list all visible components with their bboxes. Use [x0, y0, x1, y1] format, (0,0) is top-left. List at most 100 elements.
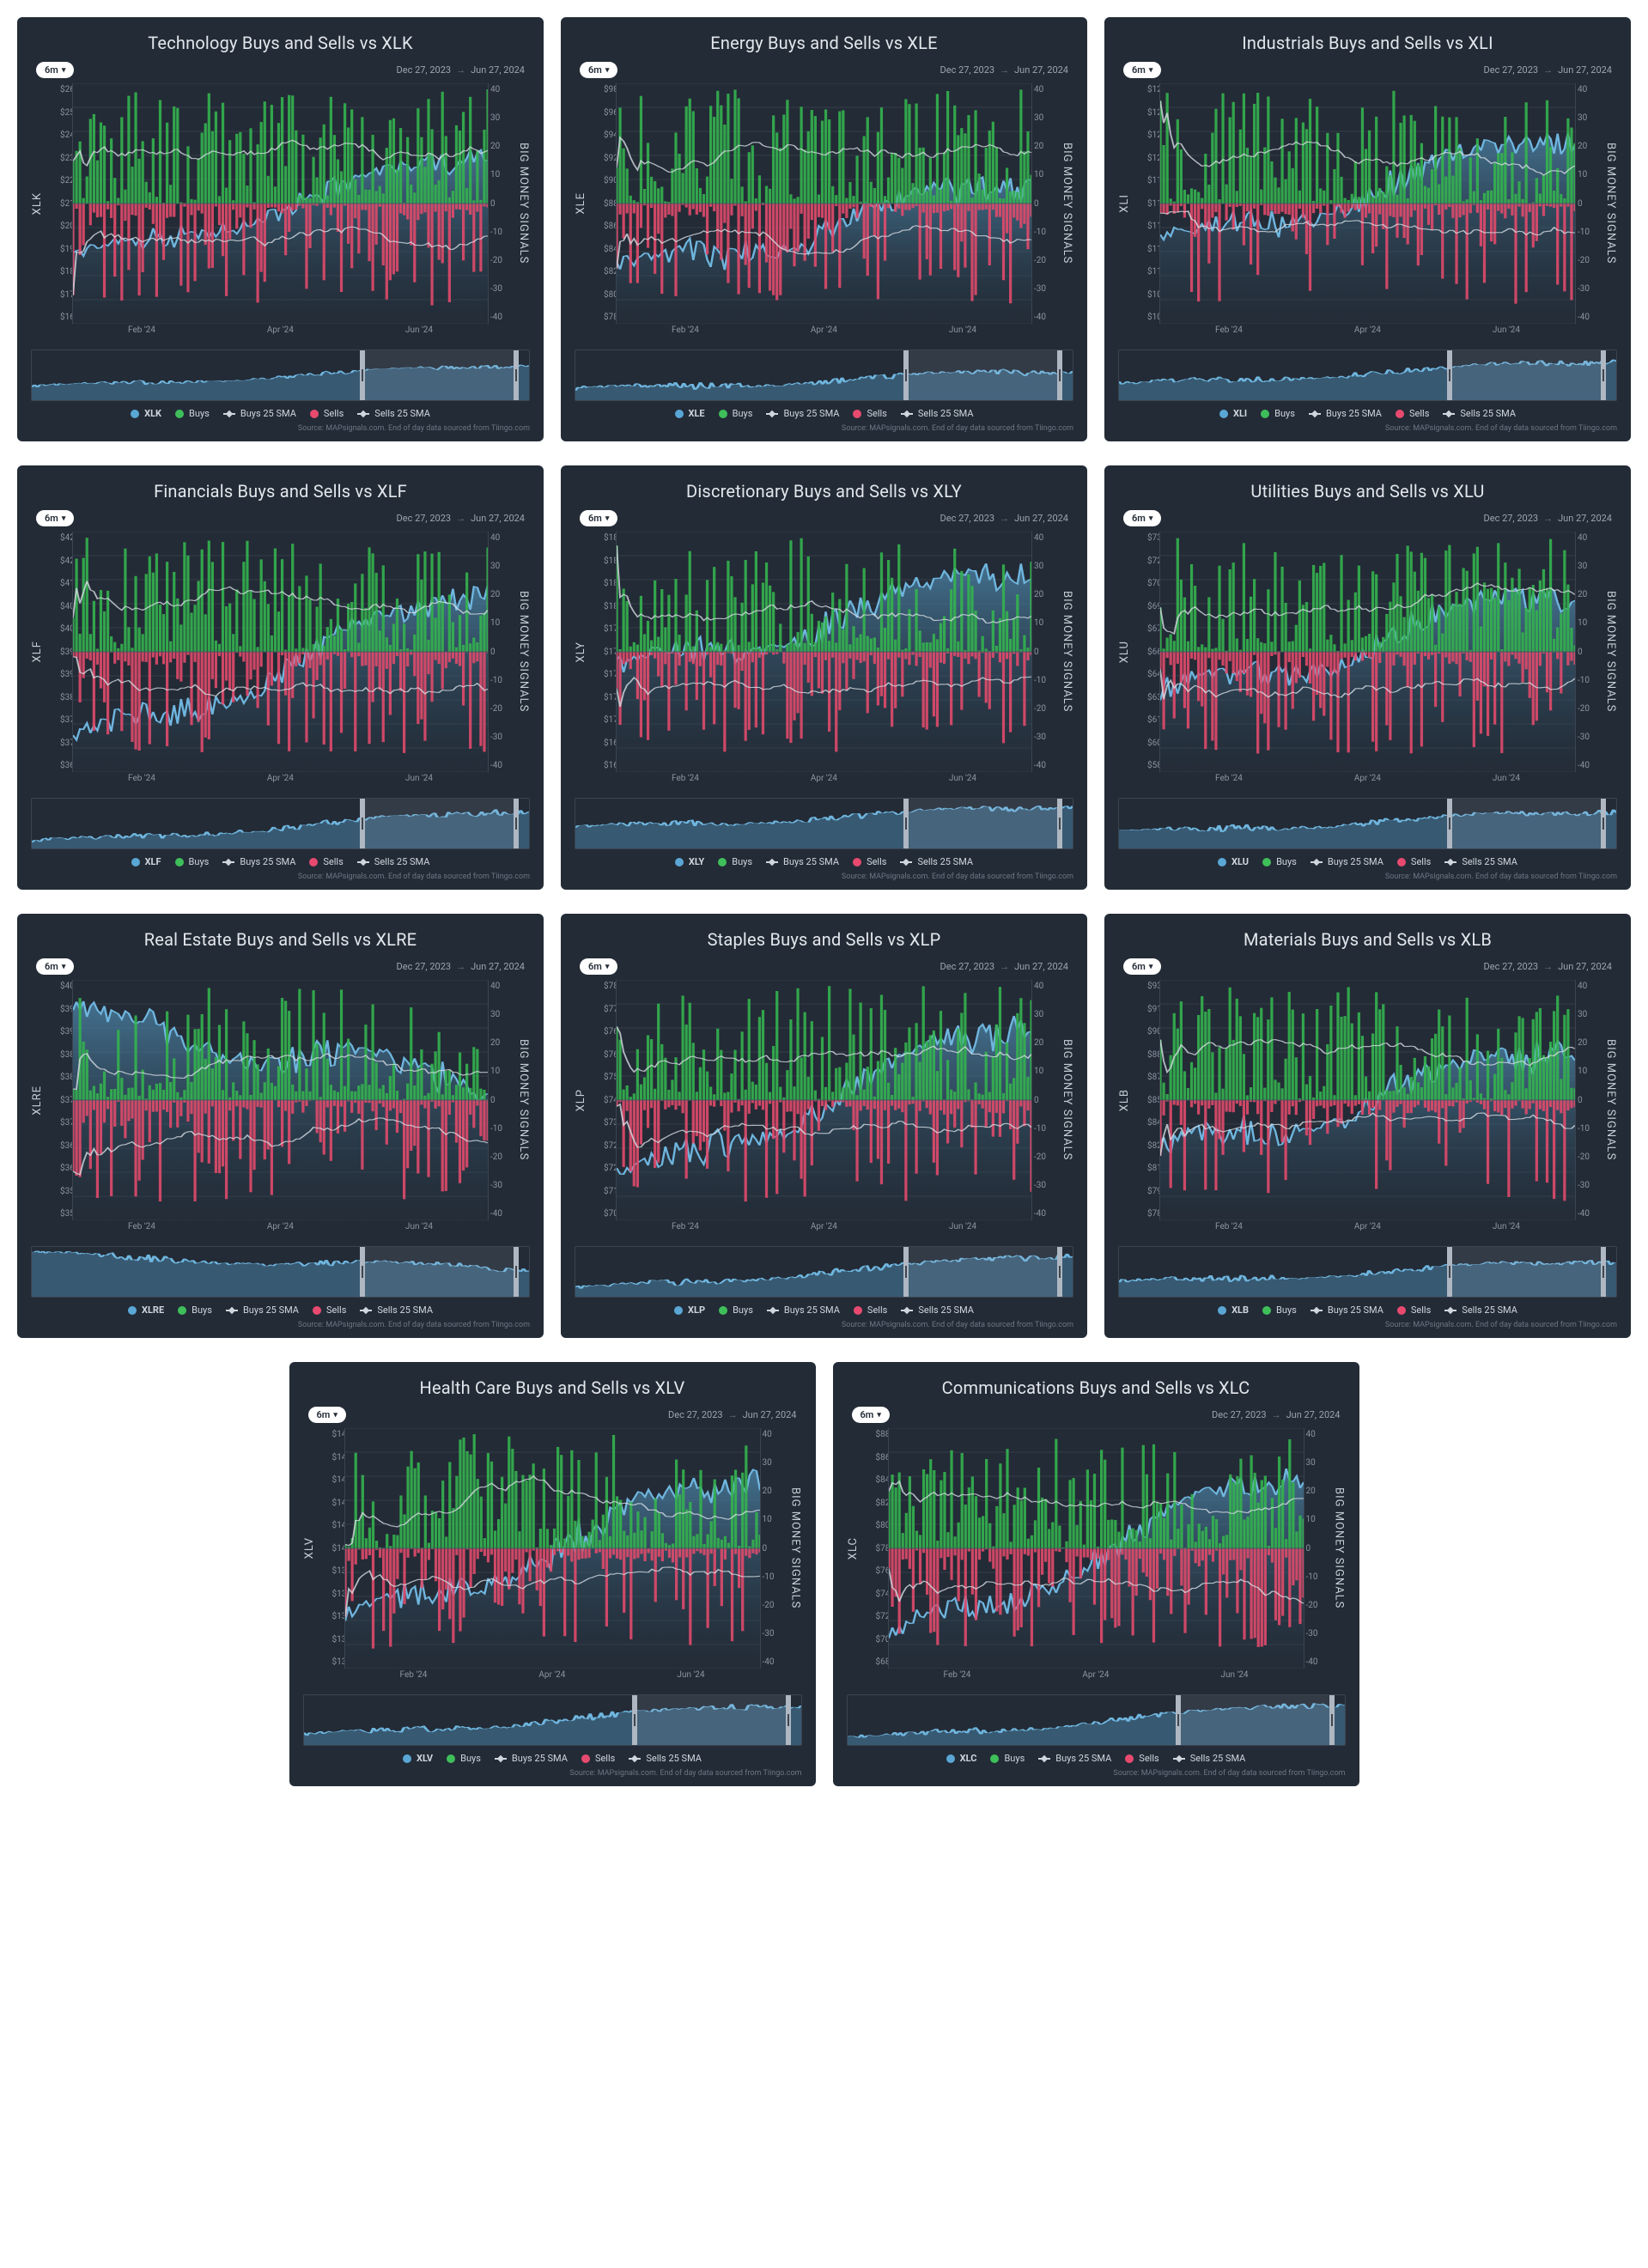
plot-area[interactable] [344, 1428, 761, 1669]
ytick-left: $58.5 [1147, 761, 1159, 770]
brush-navigator[interactable] [31, 798, 530, 849]
legend-etf: XLP [688, 1304, 705, 1316]
ytick-left: $67.5 [1147, 624, 1159, 634]
date-from: Dec 27, 2023 [940, 513, 995, 524]
brush-navigator[interactable] [1118, 1246, 1617, 1298]
ytick-left: $184 [604, 556, 616, 566]
legend-sells-sma: Sells 25 SMA [374, 856, 430, 867]
period-pill[interactable]: 6m [580, 510, 617, 526]
period-pill[interactable]: 6m [580, 958, 617, 975]
ytick-left: $41 [60, 579, 72, 588]
ytick-left: $70.5 [1147, 579, 1159, 588]
legend-sells-sma: Sells 25 SMA [377, 1304, 433, 1316]
brush-navigator[interactable] [1118, 350, 1617, 401]
legend: XLC Buys Buys 25 SMA Sells Sells 25 SMA [847, 1753, 1346, 1764]
period-pill[interactable]: 6m [1123, 958, 1161, 975]
ytick-right: -20 [1304, 1601, 1317, 1610]
right-axis-label: BIG MONEY SIGNALS [1588, 143, 1617, 264]
ytick-left: $88 [604, 199, 616, 209]
plot-area[interactable] [616, 83, 1032, 324]
brush-navigator[interactable] [303, 1694, 802, 1746]
ytick-left: $230 [60, 154, 72, 163]
plot-area[interactable] [1159, 532, 1576, 772]
ytick-left: $82 [604, 267, 616, 277]
period-pill[interactable]: 6m [36, 958, 74, 975]
plot-area[interactable] [1159, 83, 1576, 324]
ytick-right: -10 [1576, 1124, 1588, 1134]
chart-card-xlv: Health Care Buys and Sells vs XLV 6m Dec… [289, 1362, 816, 1786]
ytick-left: $182 [604, 579, 616, 588]
ytick-left: $139.5 [332, 1566, 344, 1576]
plot-area[interactable] [72, 83, 489, 324]
date-range: Dec 27, 2023 → Jun 27, 2024 [940, 64, 1068, 76]
date-range: Dec 27, 2023 → Jun 27, 2024 [668, 1409, 796, 1420]
period-pill[interactable]: 6m [1123, 510, 1161, 526]
legend-etf: XLV [417, 1753, 433, 1764]
ytick-left: $240 [60, 131, 72, 140]
ytick-left: $82.5 [1147, 1141, 1159, 1151]
xtick: Jun '24 [949, 325, 976, 341]
ytick-left: $180 [60, 267, 72, 277]
right-axis-ticks: 403020100-10-20-30-40 [1576, 532, 1588, 772]
x-axis-ticks: Feb '24Apr '24Jun '24 [344, 1669, 761, 1686]
ytick-right: 20 [1576, 590, 1588, 599]
ytick-left: $37.8 [60, 715, 72, 725]
arrow-icon: → [1543, 64, 1553, 76]
brush-navigator[interactable] [847, 1694, 1346, 1746]
chart-card-xlc: Communications Buys and Sells vs XLC 6m … [833, 1362, 1359, 1786]
brush-navigator[interactable] [575, 350, 1073, 401]
arrow-icon: → [1543, 961, 1553, 972]
plot-area[interactable] [888, 1428, 1304, 1669]
legend-buys: Buys [189, 408, 210, 419]
period-pill[interactable]: 6m [36, 62, 74, 78]
brush-navigator[interactable] [1118, 798, 1617, 849]
date-range: Dec 27, 2023 → Jun 27, 2024 [397, 513, 525, 524]
ytick-right: 30 [489, 113, 501, 123]
ytick-right: 30 [1304, 1458, 1317, 1468]
ytick-left: $145.5 [332, 1475, 344, 1485]
ytick-left: $40.8 [60, 602, 72, 611]
ytick-right: -20 [489, 256, 501, 265]
plot-area[interactable] [616, 980, 1032, 1220]
ytick-right: -40 [1576, 313, 1588, 322]
date-range: Dec 27, 2023 → Jun 27, 2024 [1484, 513, 1612, 524]
brush-navigator[interactable] [31, 1246, 530, 1298]
ytick-left: $116 [1147, 199, 1159, 209]
xtick: Apr '24 [811, 1222, 837, 1237]
left-axis-label: XLU [1118, 641, 1147, 663]
plot-area[interactable] [72, 532, 489, 772]
plot-area[interactable] [72, 980, 489, 1220]
ytick-left: $106 [1147, 313, 1159, 322]
brush-navigator[interactable] [31, 350, 530, 401]
ytick-right: -30 [489, 733, 501, 742]
ytick-right: -20 [761, 1601, 773, 1610]
ytick-right: -10 [1032, 676, 1044, 685]
period-pill[interactable]: 6m [308, 1407, 346, 1423]
period-pill[interactable]: 6m [852, 1407, 890, 1423]
xtick: Feb '24 [128, 325, 155, 341]
brush-navigator[interactable] [575, 1246, 1073, 1298]
xtick: Feb '24 [1215, 1222, 1243, 1237]
ytick-left: $73.6 [604, 1118, 616, 1128]
left-axis-label: XLI [1118, 194, 1147, 213]
legend-sells: Sells [324, 408, 344, 419]
brush-navigator[interactable] [575, 798, 1073, 849]
ytick-right: 0 [1304, 1544, 1317, 1554]
chart-card-xlre: Real Estate Buys and Sells vs XLRE 6m De… [17, 914, 544, 1338]
legend-buys-sma: Buys 25 SMA [783, 408, 839, 419]
ytick-right: 40 [489, 982, 501, 991]
period-pill[interactable]: 6m [580, 62, 617, 78]
chart-title: Real Estate Buys and Sells vs XLRE [31, 929, 530, 950]
ytick-right: 20 [761, 1487, 773, 1496]
plot-area[interactable] [616, 532, 1032, 772]
ytick-left: $178 [604, 624, 616, 634]
ytick-right: -40 [1032, 1209, 1044, 1219]
date-to: Jun 27, 2024 [1558, 64, 1612, 76]
chart-title: Industrials Buys and Sells vs XLI [1118, 33, 1617, 53]
legend-sells-sma: Sells 25 SMA [918, 1304, 974, 1316]
ytick-right: 30 [1032, 562, 1044, 571]
plot-area[interactable] [1159, 980, 1576, 1220]
arrow-icon: → [1000, 64, 1009, 76]
period-pill[interactable]: 6m [36, 510, 74, 526]
period-pill[interactable]: 6m [1123, 62, 1161, 78]
